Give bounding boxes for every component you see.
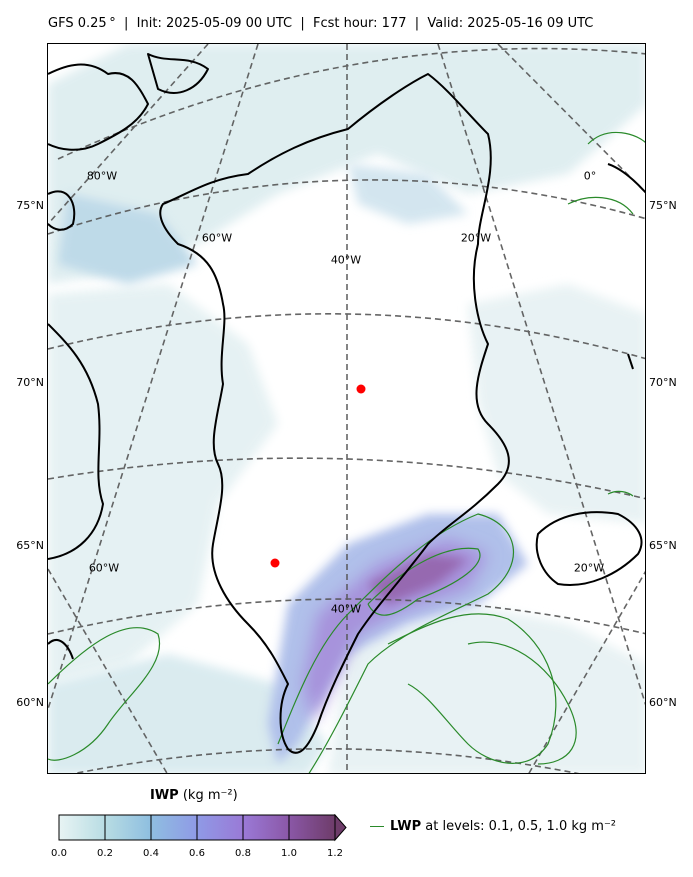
colorbar-var: IWP bbox=[150, 788, 179, 803]
lat-label-left-60: 60°N bbox=[16, 696, 44, 709]
colorbar-tick: 0.8 bbox=[235, 848, 251, 859]
lon-label-40w-north: 40°W bbox=[330, 253, 362, 267]
lon-label-60w-north: 60°W bbox=[201, 231, 233, 245]
legend-var: LWP bbox=[390, 819, 422, 834]
lon-label-0: 0° bbox=[583, 169, 597, 183]
map-panel[interactable] bbox=[47, 43, 646, 774]
colorbar-title: IWP (kg m⁻²) bbox=[150, 788, 238, 803]
colorbar-tick: 0.0 bbox=[51, 848, 67, 859]
lwp-legend-line-icon bbox=[370, 826, 384, 827]
map-canvas bbox=[48, 44, 645, 773]
lon-label-20w-south: 20°W bbox=[573, 561, 605, 575]
colorbar-tick: 0.6 bbox=[189, 848, 205, 859]
coastlines bbox=[48, 53, 645, 754]
lwp-contours bbox=[48, 131, 645, 773]
station-marker-south bbox=[270, 558, 280, 568]
lon-label-60w-south: 60°W bbox=[88, 561, 120, 575]
page-title: GFS 0.25 ° | Init: 2025-05-09 00 UTC | F… bbox=[48, 16, 594, 31]
colorbar-tick: 0.4 bbox=[143, 848, 159, 859]
colorbar-tick: 0.2 bbox=[97, 848, 113, 859]
colorbar-units: (kg m⁻²) bbox=[178, 788, 238, 803]
lat-label-left-65: 65°N bbox=[16, 539, 44, 552]
lat-label-left-75: 75°N bbox=[16, 199, 44, 212]
lat-label-right-75: 75°N bbox=[649, 199, 677, 212]
lon-label-80w: 80°W bbox=[86, 169, 118, 183]
lwp-legend: LWP at levels: 0.1, 0.5, 1.0 kg m⁻² bbox=[370, 819, 616, 834]
lon-label-40w-south: 40°W bbox=[330, 602, 362, 616]
lat-label-right-60: 60°N bbox=[649, 696, 677, 709]
iwp-field bbox=[48, 44, 645, 773]
station-marker-north bbox=[356, 384, 366, 394]
lat-label-right-65: 65°N bbox=[649, 539, 677, 552]
lat-label-left-70: 70°N bbox=[16, 376, 44, 389]
colorbar bbox=[58, 814, 347, 842]
colorbar-tick: 1.2 bbox=[327, 848, 343, 859]
graticule bbox=[48, 44, 645, 773]
lon-label-20w-north: 20°W bbox=[460, 231, 492, 245]
colorbar-tick: 1.0 bbox=[281, 848, 297, 859]
lat-label-right-70: 70°N bbox=[649, 376, 677, 389]
legend-text: at levels: 0.1, 0.5, 1.0 kg m⁻² bbox=[421, 819, 617, 834]
